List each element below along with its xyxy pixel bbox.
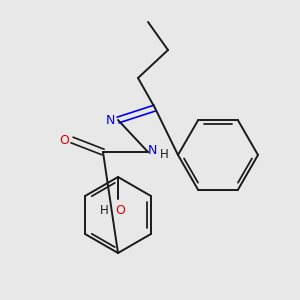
Text: O: O — [115, 205, 125, 218]
Text: O: O — [59, 134, 69, 148]
Text: H: H — [100, 205, 108, 218]
Text: H: H — [160, 148, 168, 160]
Text: N: N — [147, 143, 157, 157]
Text: N: N — [105, 113, 115, 127]
